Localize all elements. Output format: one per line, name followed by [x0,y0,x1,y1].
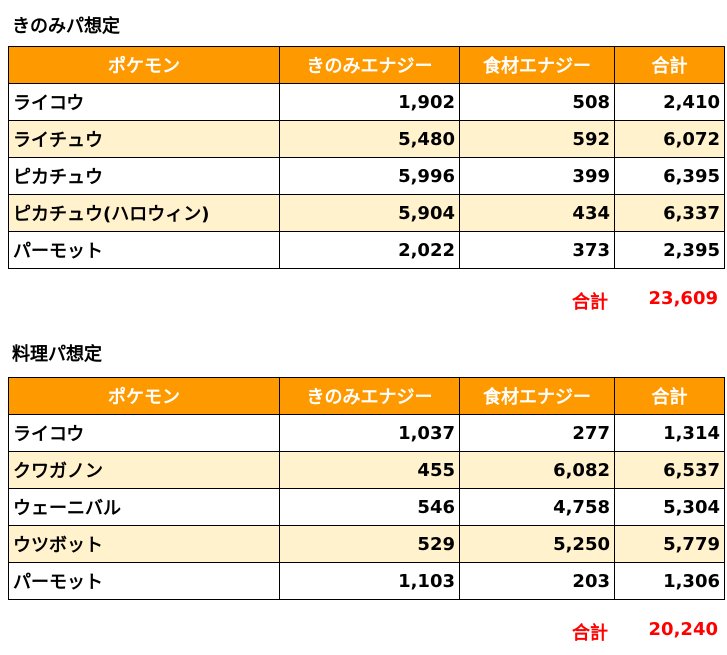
ingredient-energy-value: 5,250 [459,525,615,563]
cooking-energy-table: ポケモン きのみエナジー 食材エナジー 合計 ライコウ 1,037 277 1,… [8,377,725,600]
ingredient-energy-value: 592 [459,120,615,158]
table-row: ピカチュウ 5,996 399 6,395 [8,157,725,195]
table-row: ウェーニバル 546 4,758 5,304 [8,488,725,526]
row-total-value: 6,395 [614,157,725,195]
header-berry-energy: きのみエナジー [279,46,460,84]
row-total-value: 1,306 [614,562,725,600]
row-total-value: 6,337 [614,194,725,232]
berry-energy-value: 546 [279,488,460,526]
pokemon-name: ピカチュウ(ハロウィン) [8,194,280,232]
header-pokemon: ポケモン [8,46,280,84]
ingredient-energy-value: 277 [459,414,615,452]
row-total-value: 5,304 [614,488,725,526]
table-row: ライチュウ 5,480 592 6,072 [8,120,725,158]
table-header-row: ポケモン きのみエナジー 食材エナジー 合計 [8,377,725,415]
pokemon-name: ウェーニバル [8,488,280,526]
table-row: パーモット 1,103 203 1,306 [8,562,725,600]
row-total-value: 2,395 [614,231,725,269]
table-header-row: ポケモン きのみエナジー 食材エナジー 合計 [8,46,725,84]
table-row: パーモット 2,022 373 2,395 [8,231,725,269]
pokemon-name: ウツボット [8,525,280,563]
berry-energy-value: 1,037 [279,414,460,452]
berry-energy-table: ポケモン きのみエナジー 食材エナジー 合計 ライコウ 1,902 508 2,… [8,46,725,269]
row-total-value: 6,072 [614,120,725,158]
ingredient-energy-value: 4,758 [459,488,615,526]
row-total-value: 1,314 [614,414,725,452]
berry-energy-value: 455 [279,451,460,489]
header-ingredient-energy: 食材エナジー [459,377,615,415]
berry-energy-value: 1,902 [279,83,460,121]
grand-total-label: 合計 [572,623,608,644]
header-ingredient-energy: 食材エナジー [459,46,615,84]
grand-total-label: 合計 [572,292,608,313]
header-total: 合計 [614,377,725,415]
table-row: ライコウ 1,037 277 1,314 [8,414,725,452]
row-total-value: 6,537 [614,451,725,489]
ingredient-energy-value: 434 [459,194,615,232]
berry-energy-value: 2,022 [279,231,460,269]
header-pokemon: ポケモン [8,377,280,415]
grand-total-value: 23,609 [648,288,718,309]
ingredient-energy-value: 508 [459,83,615,121]
ingredient-energy-value: 203 [459,562,615,600]
row-total-value: 5,779 [614,525,725,563]
table-row: ライコウ 1,902 508 2,410 [8,83,725,121]
berry-energy-value: 1,103 [279,562,460,600]
ingredient-energy-value: 6,082 [459,451,615,489]
pokemon-name: パーモット [8,231,280,269]
berry-energy-value: 5,480 [279,120,460,158]
table-row: ピカチュウ(ハロウィン) 5,904 434 6,337 [8,194,725,232]
grand-total-value: 20,240 [648,619,718,640]
ingredient-energy-value: 399 [459,157,615,195]
pokemon-name: ライコウ [8,414,280,452]
pokemon-name: パーモット [8,562,280,600]
header-berry-energy: きのみエナジー [279,377,460,415]
grand-total-cooking: 合計 20,240 [8,619,718,644]
berry-energy-value: 5,996 [279,157,460,195]
pokemon-name: ピカチュウ [8,157,280,195]
section-title-berry: きのみパ想定 [12,16,120,37]
berry-energy-value: 5,904 [279,194,460,232]
pokemon-name: ライチュウ [8,120,280,158]
pokemon-name: クワガノン [8,451,280,489]
ingredient-energy-value: 373 [459,231,615,269]
grand-total-berry: 合計 23,609 [8,288,718,313]
table-row: クワガノン 455 6,082 6,537 [8,451,725,489]
pokemon-name: ライコウ [8,83,280,121]
berry-energy-value: 529 [279,525,460,563]
table-row: ウツボット 529 5,250 5,779 [8,525,725,563]
row-total-value: 2,410 [614,83,725,121]
section-title-cooking: 料理パ想定 [12,344,102,365]
header-total: 合計 [614,46,725,84]
